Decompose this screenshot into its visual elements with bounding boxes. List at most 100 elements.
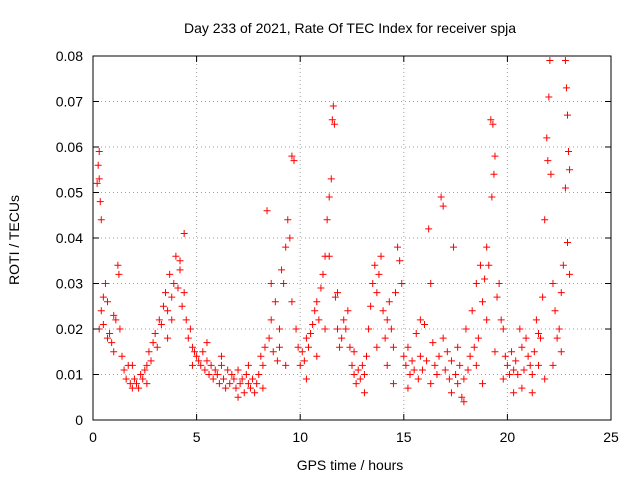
data-point xyxy=(383,316,391,324)
data-point xyxy=(427,380,435,388)
data-point xyxy=(153,343,161,351)
data-point xyxy=(433,371,441,378)
data-point xyxy=(122,375,130,383)
data-point xyxy=(524,352,532,360)
data-point xyxy=(350,371,358,378)
data-point xyxy=(381,334,389,342)
data-point xyxy=(232,384,240,392)
data-point xyxy=(410,366,418,374)
data-point xyxy=(348,361,356,369)
data-point xyxy=(464,366,472,374)
data-point xyxy=(404,343,412,351)
data-point xyxy=(520,366,528,374)
data-point xyxy=(377,252,385,260)
data-point xyxy=(512,357,520,365)
data-point xyxy=(367,302,375,310)
data-point xyxy=(186,325,194,333)
data-point xyxy=(437,193,445,201)
data-point xyxy=(271,298,279,306)
data-point xyxy=(454,343,462,351)
data-point xyxy=(526,361,534,369)
data-point xyxy=(427,280,435,287)
data-point xyxy=(541,375,549,383)
data-point xyxy=(549,280,557,287)
data-point xyxy=(392,289,400,297)
data-point xyxy=(510,389,518,397)
data-point xyxy=(562,84,570,92)
data-point xyxy=(549,361,557,369)
data-point xyxy=(290,157,298,165)
data-point xyxy=(375,270,383,278)
data-point xyxy=(188,343,196,351)
data-point xyxy=(195,357,203,365)
data-point xyxy=(344,307,352,315)
data-point xyxy=(114,261,122,269)
data-point xyxy=(389,343,397,351)
data-point xyxy=(304,343,312,351)
data-point xyxy=(472,361,480,369)
data-point xyxy=(115,270,123,278)
data-point xyxy=(418,366,426,374)
data-point xyxy=(182,316,190,324)
data-point xyxy=(363,352,371,360)
data-point xyxy=(307,330,315,338)
data-point xyxy=(483,316,491,324)
data-point xyxy=(172,252,180,260)
data-point xyxy=(508,348,516,356)
data-point xyxy=(454,380,462,388)
data-point xyxy=(435,352,443,360)
data-point xyxy=(352,380,360,388)
data-point xyxy=(213,371,221,378)
data-point xyxy=(340,316,348,324)
data-point xyxy=(313,352,321,360)
data-point xyxy=(416,316,424,324)
x-tick-label: 20 xyxy=(500,429,516,445)
data-point xyxy=(493,293,501,301)
data-point xyxy=(207,361,215,369)
data-point xyxy=(505,371,513,378)
x-axis-ticks: 0 5 10 15 20 25 xyxy=(89,56,619,445)
data-point xyxy=(143,361,151,369)
data-point xyxy=(300,357,308,365)
data-point xyxy=(396,257,404,265)
data-point xyxy=(267,316,275,324)
data-point xyxy=(468,307,476,315)
data-point xyxy=(106,330,114,338)
y-tick-label: 0.01 xyxy=(56,367,83,383)
data-point xyxy=(447,389,455,397)
data-point xyxy=(553,334,561,342)
y-tick-label: 0.02 xyxy=(56,321,83,337)
data-point xyxy=(481,275,489,283)
data-point xyxy=(518,343,526,351)
data-point xyxy=(286,234,294,242)
data-point xyxy=(439,202,447,210)
data-point xyxy=(108,339,116,347)
data-point xyxy=(321,325,329,333)
data-point xyxy=(95,148,103,156)
data-point xyxy=(211,366,219,374)
data-point xyxy=(383,361,391,369)
data-point xyxy=(317,284,325,292)
data-point xyxy=(327,175,335,183)
data-point xyxy=(329,102,337,110)
data-point xyxy=(217,352,225,360)
data-point xyxy=(284,216,292,224)
data-point xyxy=(443,348,451,356)
data-point xyxy=(217,361,225,369)
data-point xyxy=(371,261,379,269)
data-point xyxy=(234,393,242,401)
data-point xyxy=(296,361,304,369)
data-point xyxy=(193,352,201,360)
data-point xyxy=(547,170,555,178)
data-point xyxy=(402,361,410,369)
data-point xyxy=(253,380,261,388)
data-point xyxy=(110,348,118,356)
data-point xyxy=(99,293,107,301)
data-point xyxy=(126,380,134,388)
data-point xyxy=(510,366,518,374)
data-point xyxy=(298,348,306,356)
data-point xyxy=(137,371,145,378)
data-point xyxy=(325,252,333,260)
data-point xyxy=(534,330,542,338)
data-point xyxy=(191,348,199,356)
